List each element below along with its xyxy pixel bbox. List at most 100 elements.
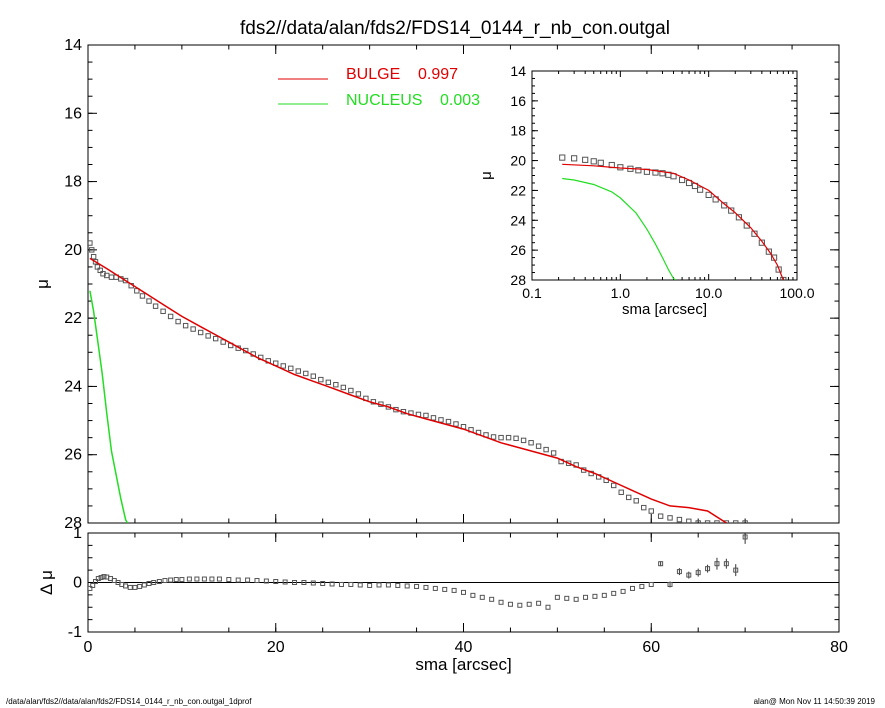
y-tick-label: 22 [64, 310, 82, 327]
data-point [667, 581, 673, 587]
data-point [451, 587, 457, 593]
y-axis-label: μ [33, 279, 52, 289]
x-tick-label: 20 [267, 639, 285, 656]
y-tick-label: 16 [64, 105, 82, 122]
data-point [629, 585, 635, 591]
y-tick-label: 16 [510, 93, 526, 109]
data-point [626, 494, 632, 501]
data-point [620, 588, 626, 594]
data-point [355, 391, 362, 397]
data-point [127, 584, 133, 590]
data-point [490, 434, 497, 440]
data-point [141, 582, 147, 588]
data-point [194, 576, 200, 582]
data-point [90, 253, 97, 260]
data-point [151, 580, 157, 585]
x-tick-label: 100.0 [779, 285, 814, 301]
data-point [88, 585, 93, 591]
data-point [505, 434, 512, 441]
data-point [520, 437, 527, 444]
data-point [310, 373, 317, 379]
x-tick-label: 10.0 [695, 285, 722, 301]
data-point [146, 580, 152, 586]
data-point [212, 335, 219, 342]
data-point [597, 159, 604, 166]
data-point [320, 580, 326, 586]
data-point [338, 581, 344, 587]
data-point [667, 515, 673, 521]
series-group [88, 533, 748, 610]
data-point [590, 158, 597, 165]
data-point [226, 577, 232, 583]
data-point [245, 577, 251, 583]
y-tick-label: 28 [64, 515, 82, 532]
data-point [303, 370, 309, 377]
x-tick-label: 80 [830, 639, 848, 656]
data-point [93, 579, 99, 585]
data-point [430, 415, 437, 421]
y-tick-label: 20 [64, 242, 82, 259]
data-point [295, 368, 301, 374]
x-axis-label: sma [arcsec] [622, 301, 707, 318]
data-point [498, 434, 504, 441]
x-tick-label: 40 [455, 639, 473, 656]
data-point [742, 520, 748, 523]
data-point [618, 489, 624, 495]
data-point [88, 240, 93, 246]
x-axis-label: sma [arcsec] [415, 655, 511, 674]
data-point [263, 578, 269, 584]
series-line-bulge [89, 257, 727, 523]
series-line-bulge [562, 163, 784, 280]
data-point [156, 579, 162, 585]
data-point [657, 513, 664, 519]
y-tick-label: 18 [510, 123, 526, 139]
data-point [611, 590, 617, 596]
data-point [376, 582, 382, 588]
y-tick-label: 28 [510, 272, 526, 288]
data-point [659, 170, 666, 177]
data-point [132, 584, 138, 590]
chart-title: fds2//data/alan/fds2/FDS14_0144_r_nb_con… [240, 18, 670, 39]
data-point [445, 418, 452, 425]
data-point [254, 578, 260, 584]
x-tick-label: 0 [84, 639, 93, 656]
data-point [288, 365, 294, 372]
data-point [367, 582, 373, 588]
data-point [168, 577, 174, 583]
data-point [404, 583, 410, 589]
data-point [507, 601, 513, 607]
data-point [573, 596, 579, 602]
legend: BULGE 0.997 NUCLEUS 0.003 [278, 66, 480, 109]
data-point [340, 384, 347, 391]
data-point [704, 520, 711, 523]
data-point [635, 167, 642, 174]
data-point [423, 412, 429, 419]
data-point [550, 450, 557, 456]
y-tick-label: 14 [510, 63, 526, 79]
main-plot: 14 16 18 20 22 24 26 28 μ [33, 37, 840, 532]
series-line-nucleus [89, 290, 129, 523]
data-point [676, 516, 683, 523]
data-point [639, 583, 645, 589]
data-point [92, 259, 99, 265]
y-tick-label: 14 [64, 37, 82, 54]
data-point [633, 498, 639, 504]
data-point [723, 520, 730, 523]
data-point [348, 581, 354, 587]
data-point [318, 376, 324, 383]
data-point [146, 298, 152, 304]
data-point [182, 322, 189, 329]
data-point [648, 581, 654, 587]
data-point [385, 582, 391, 588]
data-point [101, 574, 107, 580]
data-point [743, 222, 750, 229]
data-point [559, 154, 566, 161]
data-point [190, 326, 196, 332]
data-point [714, 561, 720, 567]
data-point [564, 595, 570, 601]
data-point [205, 333, 211, 339]
data-point [592, 593, 598, 599]
data-point [175, 318, 181, 325]
data-point [139, 293, 146, 299]
data-point [686, 518, 692, 523]
